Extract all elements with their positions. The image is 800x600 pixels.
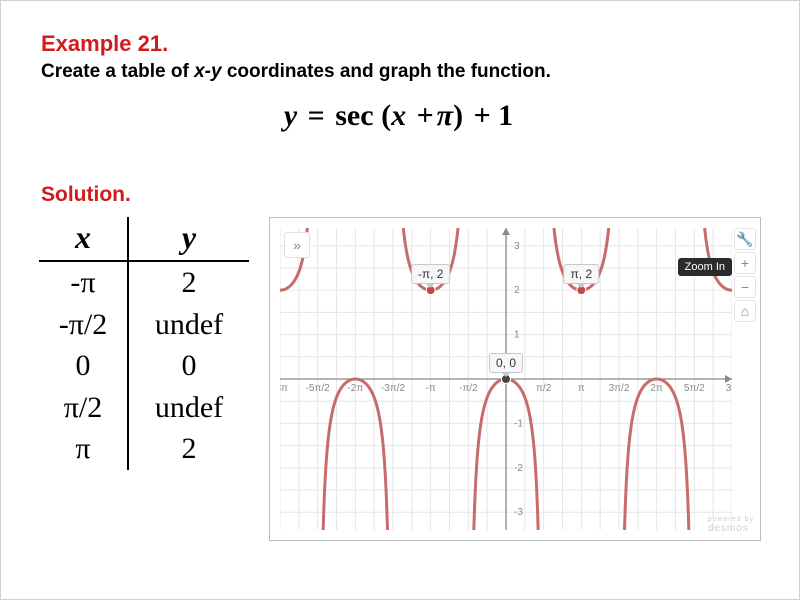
graph-svg: -3π -5π/2 -2π -3π/2 -π -π/2 π/2 π 3π/2 2π 5π/2 3π -3… bbox=[280, 228, 732, 530]
zoom-in-button[interactable]: + bbox=[734, 252, 756, 274]
svg-text:2π: 2π bbox=[650, 383, 663, 394]
svg-text:3π/2: 3π/2 bbox=[609, 383, 630, 394]
eq-lhs: y bbox=[284, 99, 297, 132]
home-button[interactable]: ⌂ bbox=[734, 300, 756, 322]
svg-text:-2π: -2π bbox=[347, 383, 363, 394]
collapse-button[interactable]: » bbox=[284, 232, 310, 258]
graph-panel: -3π -5π/2 -2π -3π/2 -π -π/2 π/2 π 3π/2 2π 5π/2 3π -3… bbox=[269, 217, 761, 541]
eq-equals: = bbox=[305, 99, 328, 132]
equation: y = sec (x +π) + 1 bbox=[41, 99, 759, 133]
svg-text:-π/2: -π/2 bbox=[459, 383, 478, 394]
eq-fn: sec bbox=[335, 99, 373, 132]
svg-text:2: 2 bbox=[514, 285, 520, 296]
table-cell-y: 0 bbox=[182, 345, 197, 387]
svg-text:-2: -2 bbox=[514, 463, 523, 474]
table-cell-x: π bbox=[75, 428, 90, 470]
svg-text:-π: -π bbox=[426, 383, 436, 394]
point-label: -π, 2 bbox=[411, 264, 451, 284]
eq-x: x bbox=[391, 99, 406, 132]
prompt-text: Create a table of x-y coordinates and gr… bbox=[41, 61, 759, 83]
table-cell-x: -π/2 bbox=[59, 304, 107, 346]
svg-text:-3π: -3π bbox=[280, 383, 288, 394]
svg-text:-5π/2: -5π/2 bbox=[306, 383, 331, 394]
table-cell-y: undef bbox=[155, 387, 223, 429]
point-label: 0, 0 bbox=[489, 353, 523, 373]
table-x-header: x bbox=[39, 217, 127, 262]
svg-text:-1: -1 bbox=[514, 418, 523, 429]
svg-text:3π: 3π bbox=[726, 383, 732, 394]
prompt-before: Create a table of bbox=[41, 61, 194, 82]
table-y-header: y bbox=[129, 217, 249, 262]
svg-text:π: π bbox=[578, 383, 585, 394]
watermark: powered by desmos bbox=[708, 516, 754, 534]
watermark-prefix: powered by bbox=[708, 516, 754, 523]
solution-label: Solution. bbox=[41, 183, 799, 207]
svg-text:π/2: π/2 bbox=[536, 383, 552, 394]
eq-pi: π bbox=[437, 99, 453, 132]
eq-rparen: ) bbox=[453, 99, 463, 132]
zoom-out-button[interactable]: − bbox=[734, 276, 756, 298]
table-cell-y: undef bbox=[155, 304, 223, 346]
example-number: Example 21. bbox=[41, 31, 759, 57]
wrench-icon[interactable]: 🔧 bbox=[734, 228, 756, 250]
table-cell-x: 0 bbox=[76, 345, 91, 387]
svg-text:-3: -3 bbox=[514, 507, 523, 518]
graph-plot-area[interactable]: -3π -5π/2 -2π -3π/2 -π -π/2 π/2 π 3π/2 2π 5π/2 3π -3… bbox=[280, 228, 732, 530]
table-cell-y: 2 bbox=[182, 262, 197, 304]
eq-plus: + bbox=[414, 99, 437, 132]
prompt-after: coordinates and graph the function. bbox=[222, 61, 551, 82]
svg-text:5π/2: 5π/2 bbox=[684, 383, 705, 394]
table-cell-x: π/2 bbox=[64, 387, 102, 429]
svg-text:1: 1 bbox=[514, 330, 520, 341]
eq-lparen: ( bbox=[381, 99, 391, 132]
table-cell-y: 2 bbox=[182, 428, 197, 470]
svg-text:-3π/2: -3π/2 bbox=[381, 383, 406, 394]
point-label: π, 2 bbox=[564, 264, 600, 284]
zoom-tooltip: Zoom In bbox=[678, 258, 732, 276]
watermark-text: desmos bbox=[708, 523, 754, 534]
prompt-var: x-y bbox=[194, 61, 221, 82]
eq-tail: + 1 bbox=[471, 99, 517, 132]
table-cell-x: -π bbox=[70, 262, 95, 304]
xy-table: x -π -π/2 0 π/2 π y 2 undef 0 undef 2 bbox=[39, 217, 249, 470]
svg-text:3: 3 bbox=[514, 241, 520, 252]
